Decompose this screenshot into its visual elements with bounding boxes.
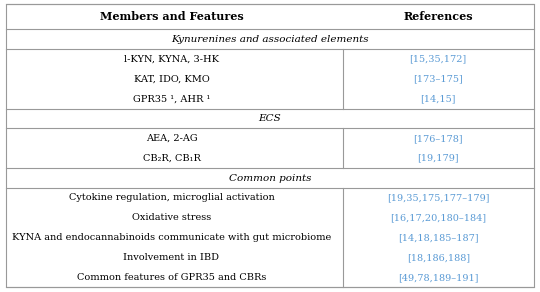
Text: [173–175]: [173–175] [413,74,463,83]
Text: Common points: Common points [229,174,311,182]
Text: References: References [403,11,473,22]
Text: KYNA and endocannabinoids communicate with gut microbiome: KYNA and endocannabinoids communicate wi… [12,233,331,242]
Text: [14,18,185–187]: [14,18,185–187] [398,233,478,242]
Text: KAT, IDO, KMO: KAT, IDO, KMO [133,74,210,83]
Text: [18,186,188]: [18,186,188] [407,253,470,262]
Text: ECS: ECS [259,114,281,123]
Text: Involvement in IBD: Involvement in IBD [124,253,219,262]
Text: CB₂R, CB₁R: CB₂R, CB₁R [143,154,200,163]
Text: [19,179]: [19,179] [417,154,459,163]
Text: [49,78,189–191]: [49,78,189–191] [398,273,478,282]
Text: Common features of GPR35 and CBRs: Common features of GPR35 and CBRs [77,273,266,282]
Text: [14,15]: [14,15] [421,94,456,103]
Text: GPR35 ¹, AHR ¹: GPR35 ¹, AHR ¹ [133,94,210,103]
Text: [16,17,20,180–184]: [16,17,20,180–184] [390,213,487,222]
Text: [19,35,175,177–179]: [19,35,175,177–179] [387,194,489,202]
Text: Cytokine regulation, microglial activation: Cytokine regulation, microglial activati… [69,194,274,202]
Text: l-KYN, KYNA, 3-HK: l-KYN, KYNA, 3-HK [124,55,219,63]
Text: [176–178]: [176–178] [414,134,463,143]
Text: AEA, 2-AG: AEA, 2-AG [146,134,197,143]
Text: Kynurenines and associated elements: Kynurenines and associated elements [171,35,369,44]
Text: Oxidative stress: Oxidative stress [132,213,211,222]
Text: Members and Features: Members and Features [99,11,244,22]
Text: [15,35,172]: [15,35,172] [409,55,467,63]
